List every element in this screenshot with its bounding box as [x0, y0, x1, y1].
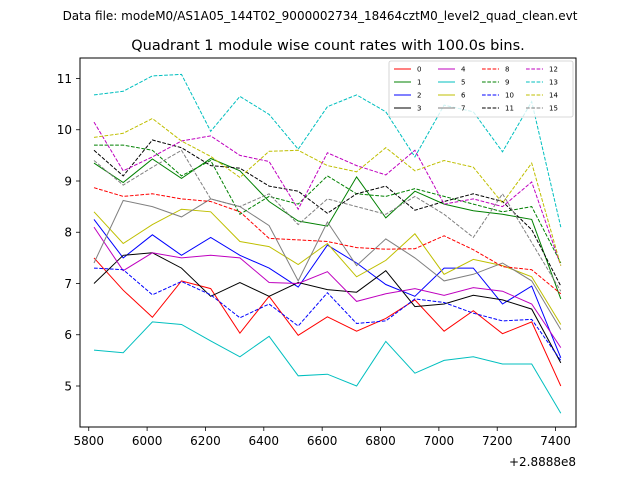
series-line-14: [93, 117, 562, 266]
legend-label-2: 2: [417, 92, 421, 100]
y-tick-label: 10: [57, 123, 72, 137]
x-tick-label: 7200: [482, 434, 513, 448]
series-line-5: [93, 321, 562, 414]
y-axis: 5 6 7 8 9 10 11: [57, 72, 80, 393]
legend-label-11: 11: [505, 105, 514, 113]
legend-label-9: 9: [505, 79, 509, 87]
y-tick-label: 11: [57, 72, 72, 86]
chart-title: Quadrant 1 module wise count rates with …: [131, 38, 525, 54]
series-line-4: [93, 226, 562, 348]
series-line-3: [93, 252, 562, 364]
series-line-1: [93, 157, 562, 300]
series-line-12: [93, 121, 562, 266]
series-line-6: [93, 208, 562, 325]
legend-label-10: 10: [505, 92, 514, 100]
series-line-7: [93, 198, 562, 330]
series-line-11: [93, 139, 562, 287]
legend-label-5: 5: [461, 79, 465, 87]
legend-label-4: 4: [461, 66, 466, 74]
y-tick-label: 7: [64, 277, 72, 291]
series-line-15: [93, 149, 562, 292]
x-tick-label: 5800: [73, 434, 104, 448]
y-tick-label: 8: [64, 226, 72, 240]
legend-label-7: 7: [461, 105, 465, 113]
legend-label-8: 8: [505, 66, 509, 74]
x-tick-label: 6400: [249, 434, 280, 448]
y-tick-label: 6: [64, 328, 72, 342]
legend-label-15: 15: [549, 105, 558, 113]
plot-lines: [93, 73, 562, 414]
x-axis: 5800 6000 6200 6400 6600 6800 7000 7200 7400: [73, 427, 571, 448]
plot-frame: [79, 57, 577, 428]
x-tick-label: 6800: [365, 434, 396, 448]
legend-label-12: 12: [549, 66, 558, 74]
legend-label-6: 6: [461, 92, 466, 100]
series-line-0: [93, 257, 562, 387]
legend-label-14: 14: [549, 92, 558, 100]
series-line-10: [93, 267, 562, 361]
series-line-8: [93, 187, 562, 295]
x-tick-label: 6600: [307, 434, 338, 448]
legend-box: [388, 60, 574, 118]
x-tick-label: 6000: [132, 434, 163, 448]
legend-label-3: 3: [417, 105, 421, 113]
x-offset-label: +2.8888e8: [509, 455, 576, 469]
x-tick-label: 7000: [424, 434, 455, 448]
data-file-label: Data file: modeM0/AS1A05_144T02_90000027…: [63, 9, 578, 23]
x-tick-label: 6200: [190, 434, 221, 448]
y-tick-label: 5: [64, 379, 72, 393]
legend-label-13: 13: [549, 79, 558, 87]
legend-label-1: 1: [417, 79, 421, 87]
y-tick-label: 9: [64, 174, 72, 188]
x-tick-label: 7400: [540, 434, 571, 448]
legend-label-0: 0: [417, 66, 421, 74]
series-line-2: [93, 219, 562, 358]
series-line-13: [93, 73, 562, 228]
